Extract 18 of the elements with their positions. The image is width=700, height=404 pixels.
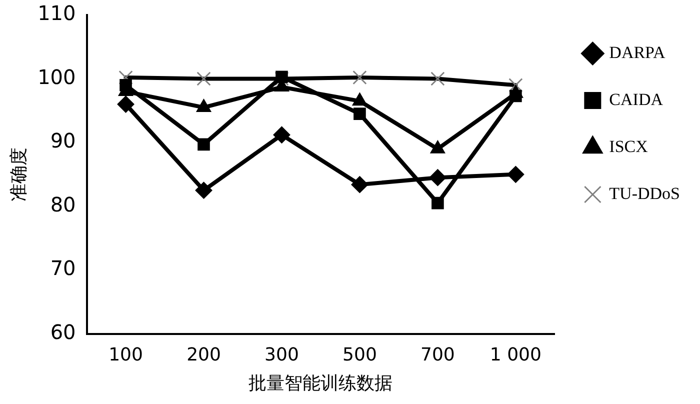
y-tick-label: 60	[50, 320, 76, 344]
x-tick-label: 300	[264, 344, 299, 366]
y-tick-label: 80	[50, 192, 76, 216]
y-tick-label: 90	[50, 128, 76, 153]
y-tick-label: 70	[50, 256, 76, 280]
x-tick-label: 700	[420, 344, 455, 366]
x-axis-title: 批量智能训练数据	[248, 372, 393, 394]
x-tick-label: 100	[108, 344, 143, 366]
y-axis-title: 准确度	[8, 147, 30, 202]
legend-label: ISCX	[609, 136, 648, 156]
legend-label: CAIDA	[609, 90, 664, 109]
legend-label: TU-DDoS	[609, 184, 680, 203]
y-tick-label: 100	[38, 64, 76, 89]
x-tick-label: 500	[342, 344, 377, 366]
x-tick-label: 200	[186, 344, 221, 366]
y-tick-label: 110	[38, 1, 76, 26]
legend-label: DARPA	[609, 42, 666, 62]
x-tick-label: 1 000	[490, 344, 542, 366]
